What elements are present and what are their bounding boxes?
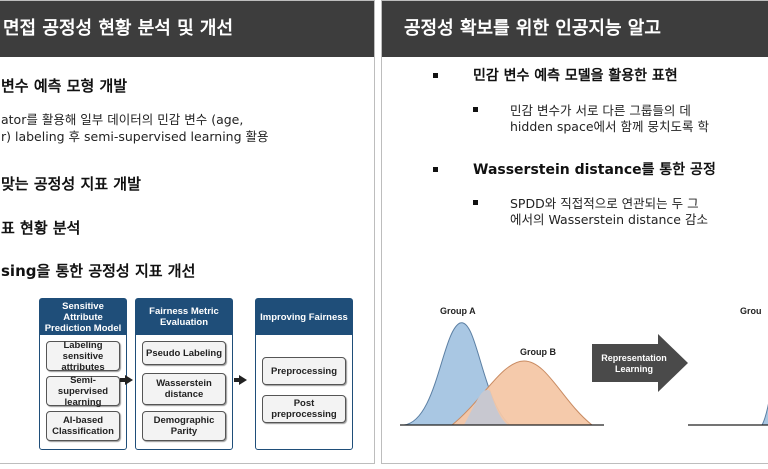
body-line-1: ator를 활용해 일부 데이터의 민감 변수 (age, bbox=[1, 112, 244, 127]
representation-arrow-icon bbox=[592, 334, 688, 392]
box-labeling-sensitive: Labeling sensitive attributes bbox=[46, 340, 120, 373]
arrow-right-icon bbox=[120, 375, 133, 385]
sub-bullet-2-line-1: SPDD와 직접적으로 연관되는 두 그 bbox=[510, 196, 699, 211]
group-right-curve bbox=[761, 403, 768, 426]
right-title-bar: 공정성 확보를 위한 인공지능 알고 bbox=[382, 1, 768, 57]
group-improving-fairness: Improving Fairness Preprocessing Post pr… bbox=[255, 298, 353, 450]
distribution-figure bbox=[400, 322, 768, 426]
sub-bullet-1-line-2: hidden space에서 함께 뭉치도록 학 bbox=[510, 119, 709, 134]
group-2-title: Fairness Metric Evaluation bbox=[136, 299, 232, 335]
sub-bullet-1-line-1: 민감 변수가 서로 다른 그룹들의 데 bbox=[510, 103, 691, 118]
box-preprocessing: Preprocessing bbox=[262, 357, 346, 385]
right-slide-panel: 공정성 확보를 위한 인공지능 알고 민감 변수 예측 모델을 활용한 표현 민… bbox=[381, 0, 768, 464]
group-fairness-metric: Fairness Metric Evaluation Pseudo Labeli… bbox=[135, 298, 233, 450]
heading-status-analysis: 표 현황 분석 bbox=[1, 219, 81, 237]
box-pseudo-labeling: Pseudo Labeling bbox=[142, 341, 226, 365]
bullet-icon bbox=[473, 200, 478, 205]
left-slide-panel: 면접 공정성 현황 분석 및 개선 변수 예측 모형 개발 ator를 활용해 … bbox=[0, 0, 375, 464]
bullet-representation: 민감 변수 예측 모델을 활용한 표현 bbox=[473, 68, 678, 84]
sub-bullet-2-line-2: 에서의 Wasserstein distance 감소 bbox=[510, 212, 708, 227]
heading-sensitive-model: 변수 예측 모형 개발 bbox=[1, 77, 128, 95]
label-group-b: Group B bbox=[520, 347, 556, 357]
group-sensitive-attribute-model: Sensitive Attribute Prediction Model Lab… bbox=[39, 298, 127, 450]
label-group-a: Group A bbox=[440, 306, 476, 316]
heading-fairness-metric: 맞는 공정성 지표 개발 bbox=[1, 175, 141, 193]
box-ai-classification: AI-based Classification bbox=[46, 411, 120, 441]
box-wasserstein: Wasserstein distance bbox=[142, 373, 226, 405]
heading-improvement: sing을 통한 공정성 지표 개선 bbox=[1, 262, 196, 280]
box-demographic-parity: Demographic Parity bbox=[142, 411, 226, 441]
group-1-title: Sensitive Attribute Prediction Model bbox=[40, 299, 126, 335]
overlap-region bbox=[464, 390, 508, 425]
bullet-icon bbox=[433, 167, 438, 172]
left-slide-title: 면접 공정성 현황 분석 및 개선 bbox=[3, 18, 234, 39]
bullet-icon bbox=[473, 107, 478, 112]
arrow-right-icon bbox=[234, 375, 247, 385]
body-line-2: r) labeling 후 semi-supervised learning 활… bbox=[1, 129, 269, 144]
box-post-preprocessing: Post preprocessing bbox=[262, 395, 346, 423]
bullet-wasserstein: Wasserstein distance를 통한 공정 bbox=[473, 162, 716, 178]
left-title-bar: 면접 공정성 현황 분석 및 개선 bbox=[0, 1, 374, 57]
box-semi-supervised: Semi-supervised learning bbox=[46, 375, 120, 408]
right-slide-title: 공정성 확보를 위한 인공지능 알고 bbox=[404, 18, 661, 39]
group-3-title: Improving Fairness bbox=[256, 299, 352, 335]
label-group-right: Grou bbox=[740, 306, 762, 316]
bullet-icon bbox=[433, 73, 438, 78]
representation-learning-label: Representation Learning bbox=[601, 353, 667, 374]
